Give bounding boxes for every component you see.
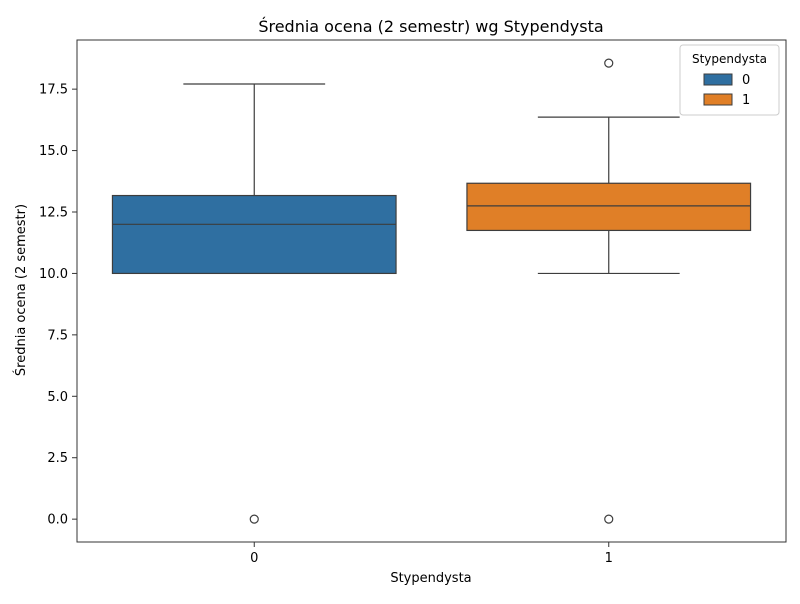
legend: Stypendysta 0 1: [679, 44, 780, 116]
box-iqr: [466, 182, 752, 232]
legend-label: 0: [742, 73, 750, 88]
y-tick-label: 5.0: [47, 390, 68, 405]
x-tick-label: 1: [605, 551, 613, 566]
y-tick-label: 7.5: [47, 328, 68, 343]
legend-title: Stypendysta: [692, 52, 767, 66]
y-tick-label: 17.5: [39, 83, 68, 98]
outlier-point: [604, 58, 614, 68]
plot-frame: [76, 39, 787, 543]
y-tick-label: 12.5: [39, 206, 68, 221]
chart-title: Średnia ocena (2 semestr) wg Stypendysta: [258, 17, 603, 36]
box-iqr: [111, 194, 397, 275]
legend-swatch: [703, 93, 733, 106]
y-tick-label: 2.5: [47, 451, 68, 466]
outlier-point: [604, 514, 614, 524]
x-tick-label: 0: [250, 551, 258, 566]
y-tick-label: 15.0: [39, 144, 68, 159]
plot-area: 0.0 2.5 5.0 7.5 10.0 12.5 15.0 17.5 0 1: [39, 39, 787, 566]
y-tick-label: 0.0: [47, 513, 68, 528]
legend-label: 1: [742, 93, 750, 108]
y-tick-label: 10.0: [39, 267, 68, 282]
outlier-point: [249, 514, 259, 524]
x-axis-label: Stypendysta: [390, 571, 471, 586]
legend-swatch: [703, 73, 733, 86]
y-axis-label: Średnia ocena (2 semestr): [13, 204, 29, 376]
